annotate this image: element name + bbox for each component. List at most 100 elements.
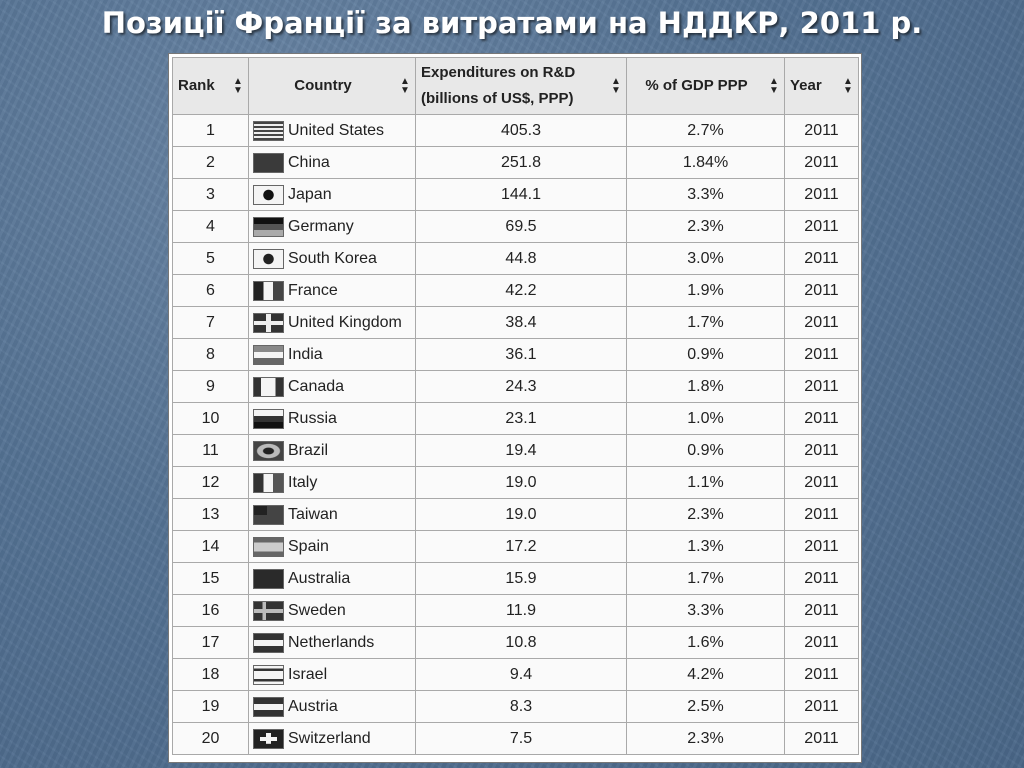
cell-gdp-percent: 1.6% [626, 626, 785, 659]
country-link[interactable]: United Kingdom [288, 313, 402, 331]
table-row: 20 Switzerland 7.5 2.3% 2011 [172, 722, 859, 755]
cell-expenditures: 19.0 [415, 498, 627, 531]
column-header-label: % of GDP PPP [645, 77, 748, 94]
cell-year: 2011 [784, 466, 859, 499]
cell-year: 2011 [784, 626, 859, 659]
column-header-country[interactable]: Country ▲ ▼ [248, 57, 416, 115]
country-link[interactable]: Italy [288, 473, 318, 491]
cell-year: 2011 [784, 434, 859, 467]
country-link[interactable]: Israel [288, 665, 328, 683]
cell-country: Japan [248, 178, 416, 211]
cell-year: 2011 [784, 210, 859, 243]
cell-gdp-percent: 1.7% [626, 306, 785, 339]
sort-arrows-icon[interactable]: ▲ ▼ [233, 76, 243, 96]
cell-country: Australia [248, 562, 416, 595]
cell-gdp-percent: 0.9% [626, 338, 785, 371]
country-link[interactable]: United States [288, 121, 385, 139]
flag-es-icon [253, 536, 284, 557]
country-link[interactable]: France [288, 281, 338, 299]
table-row: 10 Russia 23.1 1.0% 2011 [172, 402, 859, 435]
cell-expenditures: 15.9 [415, 562, 627, 595]
cell-rank: 11 [172, 434, 249, 467]
cell-country: Russia [248, 402, 416, 435]
country-link[interactable]: India [288, 345, 323, 363]
column-header-line: (billions of US$, PPP) [421, 90, 574, 107]
cell-gdp-percent: 1.9% [626, 274, 785, 307]
flag-ch-icon [253, 728, 284, 749]
column-header-year[interactable]: Year ▲ ▼ [784, 57, 859, 115]
flag-gb-icon [253, 312, 284, 333]
column-header-label: Rank [178, 77, 215, 94]
table-row: 3 Japan 144.1 3.3% 2011 [172, 178, 859, 211]
cell-country: Austria [248, 690, 416, 723]
table-row: 17 Netherlands 10.8 1.6% 2011 [172, 626, 859, 659]
country-link[interactable]: Germany [288, 217, 354, 235]
cell-gdp-percent: 2.3% [626, 210, 785, 243]
cell-rank: 20 [172, 722, 249, 755]
cell-rank: 19 [172, 690, 249, 723]
flag-tw-icon [253, 504, 284, 525]
cell-country: United States [248, 114, 416, 147]
rd-table-frame: Rank ▲ ▼ Country ▲ ▼ Expenditures on R&D (… [168, 53, 862, 763]
country-link[interactable]: Australia [288, 569, 351, 587]
cell-rank: 1 [172, 114, 249, 147]
flag-br-icon [253, 440, 284, 461]
cell-expenditures: 24.3 [415, 370, 627, 403]
sort-arrows-icon[interactable]: ▲ ▼ [400, 76, 410, 96]
flag-cn-icon [253, 152, 284, 173]
country-link[interactable]: Sweden [288, 601, 346, 619]
country-link[interactable]: Spain [288, 537, 329, 555]
country-link[interactable]: Japan [288, 185, 332, 203]
table-row: 5 South Korea 44.8 3.0% 2011 [172, 242, 859, 275]
country-link[interactable]: South Korea [288, 249, 377, 267]
cell-country: Spain [248, 530, 416, 563]
cell-country: Switzerland [248, 722, 416, 755]
table-row: 12 Italy 19.0 1.1% 2011 [172, 466, 859, 499]
table-row: 7 United Kingdom 38.4 1.7% 2011 [172, 306, 859, 339]
cell-country: Netherlands [248, 626, 416, 659]
country-link[interactable]: China [288, 153, 330, 171]
sort-arrows-icon[interactable]: ▲ ▼ [769, 76, 779, 96]
cell-expenditures: 251.8 [415, 146, 627, 179]
column-header-rank[interactable]: Rank ▲ ▼ [172, 57, 249, 115]
cell-year: 2011 [784, 306, 859, 339]
table-body: 1 United States 405.3 2.7% 2011 2 China 251.8 1.… [172, 114, 859, 755]
cell-country: Brazil [248, 434, 416, 467]
cell-year: 2011 [784, 530, 859, 563]
cell-expenditures: 42.2 [415, 274, 627, 307]
cell-gdp-percent: 2.3% [626, 722, 785, 755]
table-row: 2 China 251.8 1.84% 2011 [172, 146, 859, 179]
cell-rank: 13 [172, 498, 249, 531]
cell-year: 2011 [784, 562, 859, 595]
country-link[interactable]: Austria [288, 697, 338, 715]
sort-arrows-icon[interactable]: ▲ ▼ [843, 76, 853, 96]
country-link[interactable]: Brazil [288, 441, 329, 459]
sort-arrows-icon[interactable]: ▲ ▼ [611, 76, 621, 96]
flag-au-icon [253, 568, 284, 589]
cell-expenditures: 17.2 [415, 530, 627, 563]
cell-year: 2011 [784, 338, 859, 371]
table-row: 11 Brazil 19.4 0.9% 2011 [172, 434, 859, 467]
column-header-expenditures[interactable]: Expenditures on R&D (billions of US$, PP… [415, 57, 627, 115]
column-header-gdp-percent[interactable]: % of GDP PPP ▲ ▼ [626, 57, 785, 115]
country-link[interactable]: Taiwan [288, 505, 338, 523]
country-link[interactable]: Switzerland [288, 729, 371, 747]
cell-country: Germany [248, 210, 416, 243]
table-row: 1 United States 405.3 2.7% 2011 [172, 114, 859, 147]
cell-rank: 5 [172, 242, 249, 275]
country-link[interactable]: Canada [288, 377, 345, 395]
cell-rank: 6 [172, 274, 249, 307]
cell-expenditures: 9.4 [415, 658, 627, 691]
cell-rank: 15 [172, 562, 249, 595]
cell-expenditures: 36.1 [415, 338, 627, 371]
cell-gdp-percent: 3.3% [626, 594, 785, 627]
cell-gdp-percent: 2.7% [626, 114, 785, 147]
country-link[interactable]: Netherlands [288, 633, 375, 651]
cell-rank: 4 [172, 210, 249, 243]
cell-year: 2011 [784, 402, 859, 435]
cell-gdp-percent: 2.5% [626, 690, 785, 723]
cell-expenditures: 69.5 [415, 210, 627, 243]
rd-ranking-table: Rank ▲ ▼ Country ▲ ▼ Expenditures on R&D (… [172, 57, 859, 755]
country-link[interactable]: Russia [288, 409, 337, 427]
table-row: 6 France 42.2 1.9% 2011 [172, 274, 859, 307]
